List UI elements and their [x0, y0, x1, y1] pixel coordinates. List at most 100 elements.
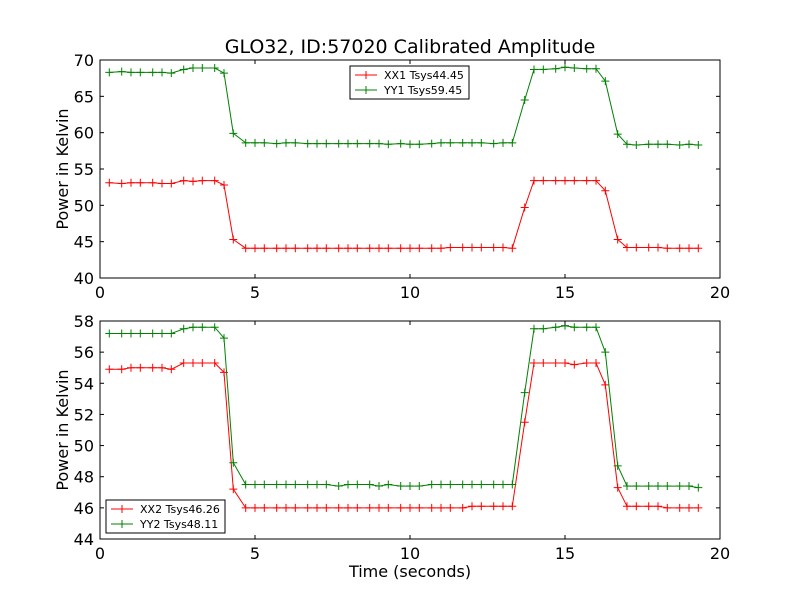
y-tick-label: 70 [74, 51, 94, 70]
data-point [415, 482, 424, 491]
data-point [334, 244, 343, 253]
data-point [406, 140, 414, 149]
data-point [663, 140, 672, 149]
data-point [406, 482, 414, 491]
data-point [446, 138, 455, 147]
data-point [539, 65, 548, 74]
data-point [136, 178, 145, 187]
y-tick-label: 44 [74, 530, 94, 549]
data-point [136, 68, 145, 77]
data-point [654, 482, 662, 491]
data-point [241, 244, 250, 253]
chart-title: GLO32, ID:57020 Calibrated Amplitude [225, 36, 596, 58]
data-point [427, 139, 436, 148]
data-point [477, 243, 486, 252]
y-tick-label: 65 [74, 87, 94, 106]
data-point [322, 244, 331, 253]
y-tick-label: 48 [74, 468, 94, 487]
legend-frame [349, 65, 470, 100]
data-point [694, 503, 703, 512]
data-point [458, 243, 467, 252]
y-tick-label: 46 [74, 499, 94, 518]
data-point [489, 243, 498, 252]
data-point [241, 480, 250, 489]
legend: XX2 Tsys46.26 YY2 Tsys48.11 [105, 499, 226, 534]
data-point [508, 480, 517, 489]
data-point [322, 139, 331, 148]
data-point [396, 482, 405, 491]
data-point [148, 178, 157, 187]
data-point [458, 503, 467, 512]
data-point [282, 480, 290, 489]
data-point [632, 243, 641, 252]
data-point [158, 68, 166, 77]
data-point [623, 482, 631, 491]
data-point [229, 129, 238, 138]
data-point [415, 503, 424, 512]
data-point [437, 480, 445, 489]
data-point [396, 139, 405, 148]
data-point [644, 243, 653, 252]
data-point [251, 480, 259, 489]
data-point [644, 502, 653, 511]
data-point [415, 140, 424, 149]
data-point [189, 63, 197, 72]
data-point [127, 68, 135, 77]
data-point [499, 138, 507, 147]
data-point [446, 503, 455, 512]
data-point [105, 329, 114, 338]
x-tick-label: 20 [710, 544, 730, 563]
data-point [117, 329, 126, 338]
bottom-panel: 0 5 10 15 20 44 46 48 50 52 54 56 58 Power in Kelvin T… [53, 312, 730, 581]
y-tick-label: 58 [74, 312, 94, 331]
data-point [158, 179, 166, 188]
data-point [353, 480, 362, 489]
data-point [167, 365, 176, 374]
data-point [353, 244, 362, 253]
y-tick-label: 60 [74, 124, 94, 143]
data-point [198, 359, 207, 368]
data-point [601, 348, 610, 357]
data-point [499, 502, 507, 511]
data-point [644, 140, 653, 149]
data-point [601, 77, 610, 86]
data-point [282, 138, 290, 147]
data-point [365, 480, 374, 489]
data-point [210, 63, 219, 72]
data-point [477, 480, 486, 489]
data-point [210, 359, 219, 368]
data-point [375, 482, 383, 491]
data-point [291, 138, 300, 147]
data-point [551, 64, 560, 73]
data-point [260, 480, 269, 489]
data-point [282, 503, 290, 512]
top-panel: 0 5 10 15 20 40 45 50 55 60 65 70 Power in Kelvin XX1… [53, 51, 730, 302]
data-point [601, 186, 610, 195]
data-point [313, 503, 321, 512]
data-point [303, 244, 312, 253]
data-point [179, 176, 188, 185]
data-point [530, 324, 538, 333]
data-point [384, 503, 393, 512]
data-point [551, 359, 560, 368]
data-point [291, 244, 300, 253]
data-point [530, 359, 538, 368]
data-point [229, 235, 238, 244]
data-point [313, 244, 321, 253]
data-point [189, 177, 197, 186]
data-point [105, 178, 114, 187]
data-point [353, 503, 362, 512]
data-point [353, 139, 362, 148]
data-point [685, 244, 693, 253]
data-point [477, 502, 486, 511]
data-point [468, 502, 476, 511]
data-point [539, 359, 548, 368]
legend-label: XX2 Tsys46.26 [140, 503, 220, 516]
data-point [685, 482, 693, 491]
y-tick-label: 50 [74, 437, 94, 456]
x-axis-label: Time (seconds) [348, 562, 471, 581]
data-point [282, 244, 290, 253]
data-point [654, 140, 662, 149]
data-point [291, 503, 300, 512]
legend: XX1 Tsys44.45 YY1 Tsys59.45 [349, 65, 470, 100]
